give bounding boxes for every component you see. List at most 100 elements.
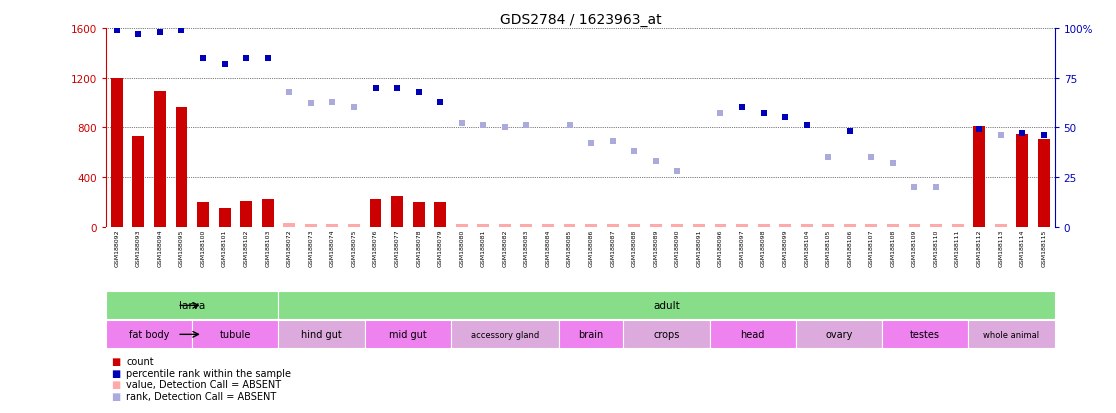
Bar [365,320,451,349]
Bar [451,320,559,349]
Text: GSM188072: GSM188072 [287,229,291,267]
Text: accessory gland: accessory gland [471,330,539,339]
Point [151,30,169,36]
Bar [672,225,683,227]
Point [410,89,427,96]
Text: head: head [741,330,764,339]
Bar [279,292,1055,320]
Text: larva: larva [180,301,205,311]
Bar [1038,139,1050,227]
Bar [908,225,921,227]
Text: GSM188082: GSM188082 [502,229,508,266]
Text: GSM188113: GSM188113 [998,229,1003,266]
Bar [693,224,705,227]
Text: ■: ■ [112,368,121,378]
Bar [714,224,727,227]
Bar [758,225,770,227]
Point [927,184,945,191]
Text: GSM188080: GSM188080 [460,229,464,266]
Bar [434,202,446,227]
Bar [106,320,192,349]
Point [733,105,751,112]
Point [496,125,513,131]
Point [108,28,126,34]
Bar [348,225,359,227]
Text: ■: ■ [112,391,121,401]
Text: GSM188112: GSM188112 [976,229,982,266]
Bar [994,224,1007,227]
Point [583,140,600,147]
Text: GSM188083: GSM188083 [523,229,529,266]
Point [366,85,384,92]
Point [647,159,665,165]
Text: count: count [126,356,154,366]
Bar [455,224,468,227]
Bar [305,224,317,227]
Text: GSM188076: GSM188076 [373,229,378,266]
Point [1013,131,1031,137]
Text: GSM188099: GSM188099 [782,229,788,267]
Text: whole animal: whole animal [983,330,1040,339]
Text: brain: brain [578,330,604,339]
Bar [133,137,144,227]
Bar [279,320,365,349]
Point [754,111,772,117]
Text: GSM188087: GSM188087 [610,229,615,266]
Text: ovary: ovary [826,330,853,339]
Text: ■: ■ [112,356,121,366]
Text: percentile rank within the sample: percentile rank within the sample [126,368,291,378]
Point [194,55,212,62]
Text: GSM188096: GSM188096 [718,229,723,266]
Point [302,101,320,107]
Text: GSM188114: GSM188114 [1020,229,1024,266]
Bar [478,225,489,227]
Point [345,105,363,112]
Bar [973,127,985,227]
Text: crops: crops [653,330,680,339]
Text: mid gut: mid gut [389,330,426,339]
Text: GSM188103: GSM188103 [266,229,270,266]
Text: GSM188104: GSM188104 [805,229,809,266]
Bar [564,224,576,227]
Point [560,123,578,129]
Point [777,115,795,121]
Text: GSM188098: GSM188098 [761,229,766,266]
Point [625,149,643,155]
Point [388,85,406,92]
Point [863,154,881,161]
Bar [822,224,834,227]
Point [668,169,686,175]
Text: fat body: fat body [129,330,170,339]
Bar [283,223,296,227]
Text: value, Detection Call = ABSENT: value, Detection Call = ABSENT [126,380,281,389]
Bar [327,224,338,227]
Text: hind gut: hind gut [301,330,341,339]
Bar [624,320,710,349]
Text: GSM188074: GSM188074 [330,229,335,267]
Bar [607,224,618,227]
Bar [930,225,942,227]
Bar [154,92,166,227]
Text: GSM188095: GSM188095 [179,229,184,266]
Point [712,111,730,117]
Bar [710,320,796,349]
Point [798,123,816,129]
Text: tubule: tubule [220,330,251,339]
Point [129,31,147,38]
Text: GSM188108: GSM188108 [891,229,895,266]
Bar [1017,134,1028,227]
Point [431,99,449,106]
Text: GSM188097: GSM188097 [740,229,744,267]
Text: GSM188089: GSM188089 [653,229,658,266]
Point [884,160,902,167]
Text: GSM188115: GSM188115 [1041,229,1047,266]
Point [238,55,256,62]
Text: GSM188084: GSM188084 [546,229,550,266]
Bar [844,225,856,227]
Text: rank, Detection Call = ABSENT: rank, Detection Call = ABSENT [126,391,277,401]
Text: GSM188102: GSM188102 [243,229,249,266]
Point [280,89,298,96]
Bar [413,202,424,227]
Bar [542,225,554,227]
Text: GSM188086: GSM188086 [588,229,594,266]
